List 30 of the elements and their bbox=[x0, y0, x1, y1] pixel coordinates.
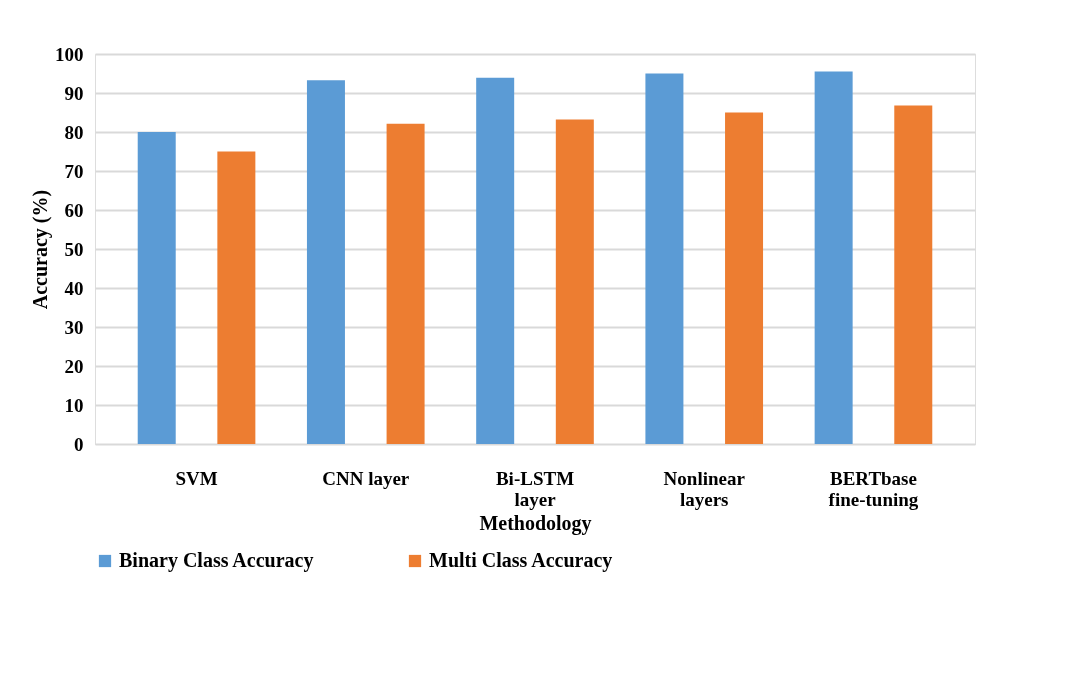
x-tick-label: Bi-LSTM layer bbox=[495, 467, 575, 510]
x-tick-label: SVM bbox=[175, 467, 218, 489]
x-tick-label: Nonlinear layers bbox=[663, 467, 746, 510]
x-tick-label: CNN layer bbox=[322, 467, 410, 489]
legend-label: Multi Class Accuracy bbox=[429, 549, 613, 572]
bar bbox=[555, 119, 594, 444]
y-tick-label: 30 bbox=[64, 316, 84, 338]
y-tick-label: 0 bbox=[74, 433, 84, 455]
y-tick-label: 70 bbox=[64, 160, 84, 182]
bar bbox=[476, 77, 515, 444]
y-tick-label: 100 bbox=[55, 43, 84, 65]
y-tick-label: 90 bbox=[64, 82, 84, 104]
bar bbox=[137, 132, 176, 444]
bar bbox=[217, 151, 256, 444]
bar bbox=[725, 112, 764, 444]
x-axis-title: Methodology bbox=[479, 511, 592, 535]
y-tick-label: 50 bbox=[64, 238, 84, 260]
y-axis-title: Accuracy (%) bbox=[29, 189, 52, 310]
y-tick-label: 20 bbox=[64, 355, 84, 377]
bar bbox=[306, 80, 345, 444]
y-tick-label: 80 bbox=[64, 121, 84, 143]
bar bbox=[645, 73, 684, 444]
x-tick-label: BERTbase fine-tuning bbox=[828, 467, 919, 510]
y-tick-label: 10 bbox=[64, 394, 84, 416]
y-tick-label: 60 bbox=[64, 199, 84, 221]
bar bbox=[386, 123, 425, 444]
bar bbox=[814, 71, 853, 444]
y-tick-label: 40 bbox=[64, 277, 84, 299]
bar bbox=[894, 105, 933, 444]
legend-label: Binary Class Accuracy bbox=[119, 549, 314, 572]
